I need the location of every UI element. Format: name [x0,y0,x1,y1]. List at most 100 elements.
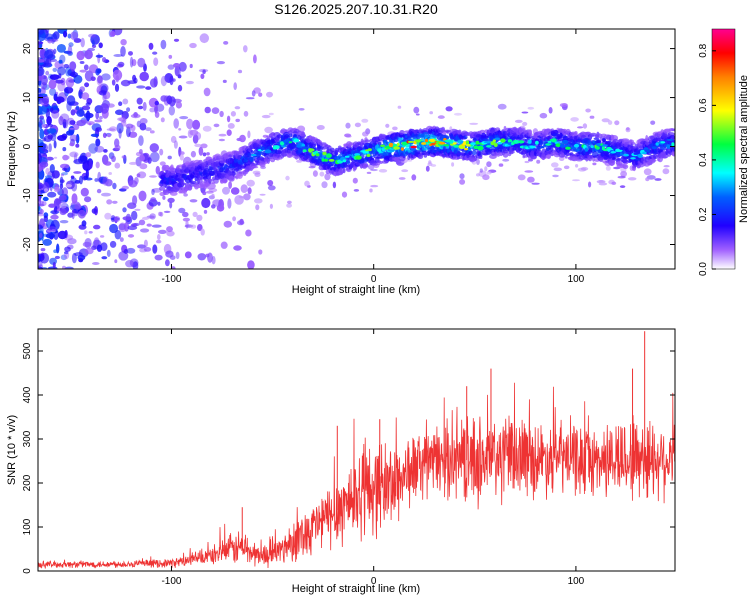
heatmap-noise-cell [83,112,94,119]
heatmap-noise-cell [128,131,138,138]
heatmap-noise-cell [38,79,42,88]
heatmap-noise-cell [125,260,135,268]
heatmap-noise-cell [48,203,56,208]
snr-ytick-label: 0 [22,568,33,574]
heatmap-noise-cell [56,243,60,254]
heatmap-core-cell [630,157,636,160]
heatmap-core-cell [623,153,629,157]
heatmap-noise-cell [38,87,42,93]
heatmap-faint-cell [427,162,433,167]
heatmap-faint-cell [190,150,196,158]
heatmap-noise-cell [151,188,155,196]
heatmap-faint-cell [178,135,188,139]
colorbar-frame [711,28,736,270]
heatmap-faint-cell [45,167,50,175]
spectrogram-xlabel: Height of straight line (km) [292,284,420,296]
heatmap-ridge-cell [588,151,592,155]
colorbar-tick-label: 0.8 [698,43,709,57]
heatmap-core-cell [559,143,565,148]
heatmap-core-cell [283,139,289,143]
heatmap-faint-cell [459,173,465,180]
heatmap-core-cell [424,138,429,143]
heatmap-noise-cell [63,30,68,38]
heatmap-ridge-cell [546,135,553,140]
heatmap-faint-cell [107,134,111,138]
heatmap-ridge-cell [617,157,622,161]
heatmap-faint-cell [129,161,138,165]
heatmap-faint-cell [539,112,548,119]
heatmap-noise-cell [227,198,232,209]
heatmap-noise-cell [165,250,174,258]
heatmap-noise-cell [60,254,68,261]
heatmap-noise-cell [196,214,203,222]
heatmap-noise-cell [102,57,107,63]
heatmap-core-cell [444,139,452,143]
heatmap-noise-cell [126,247,136,254]
heatmap-faint-cell [139,149,143,155]
colorbar-tick-label: 0.6 [698,98,709,112]
heatmap-ridge-cell [417,153,424,159]
heatmap-faint-cell [218,138,225,142]
heatmap-noise-cell [138,219,146,226]
heatmap-noise-cell [76,50,85,61]
heatmap-noise-cell [175,251,180,260]
heatmap-core-cell [378,148,382,153]
heatmap-faint-cell [332,181,337,189]
heatmap-noise-cell [211,204,216,209]
heatmap-ridge-cell [599,158,604,163]
heatmap-noise-cell [62,147,67,152]
heatmap-noise-cell [45,57,52,67]
heatmap-noise-cell [57,135,67,141]
heatmap-faint-cell [304,180,310,187]
heatmap-faint-cell [411,174,417,181]
heatmap-faint-cell [192,211,198,218]
heatmap-noise-cell [41,143,48,152]
heatmap-faint-cell [585,108,591,113]
heatmap-noise-cell [101,192,111,197]
heatmap-faint-cell [663,165,670,168]
heatmap-noise-cell [109,240,117,248]
heatmap-noise-cell [47,191,57,198]
heatmap-faint-cell [232,216,237,222]
heatmap-noise-cell [122,98,129,105]
heatmap-noise-cell [109,223,119,234]
heatmap-core-cell [410,145,418,149]
heatmap-ridge-cell [250,165,259,169]
heatmap-core-cell [355,155,362,160]
heatmap-faint-cell [206,152,210,156]
heatmap-noise-cell [85,102,91,106]
heatmap-noise-cell [230,187,240,195]
heatmap-noise-cell [222,79,227,83]
heatmap-ridge-cell [535,138,541,141]
heatmap-ridge-cell [163,190,170,195]
heatmap-faint-cell [592,162,597,166]
heatmap-faint-cell [251,90,256,97]
heatmap-noise-cell [123,222,130,232]
heatmap-core-cell [301,143,306,147]
heatmap-core-cell [293,138,300,143]
heatmap-noise-cell [38,67,45,77]
heatmap-noise-cell [85,247,94,255]
heatmap-faint-cell [611,181,617,185]
heatmap-noise-cell [184,251,192,259]
heatmap-core-cell [595,146,600,150]
heatmap-faint-cell [264,126,273,134]
heatmap-ridge-cell [655,136,662,141]
heatmap-noise-cell [50,105,59,109]
heatmap-ridge-cell [223,163,228,169]
heatmap-core-cell [655,142,659,146]
heatmap-faint-cell [255,204,260,211]
heatmap-noise-cell [49,38,59,42]
snr-ytick-label: 500 [22,342,33,359]
heatmap-noise-cell [154,254,163,261]
heatmap-faint-cell [572,179,580,182]
heatmap-faint-cell [159,148,164,156]
heatmap-noise-cell [115,109,124,116]
heatmap-faint-cell [527,106,535,110]
heatmap-core-cell [465,140,470,145]
heatmap-noise-cell [137,57,146,68]
heatmap-noise-cell [202,69,206,75]
heatmap-faint-cell [548,107,553,114]
heatmap-noise-cell [138,135,144,147]
